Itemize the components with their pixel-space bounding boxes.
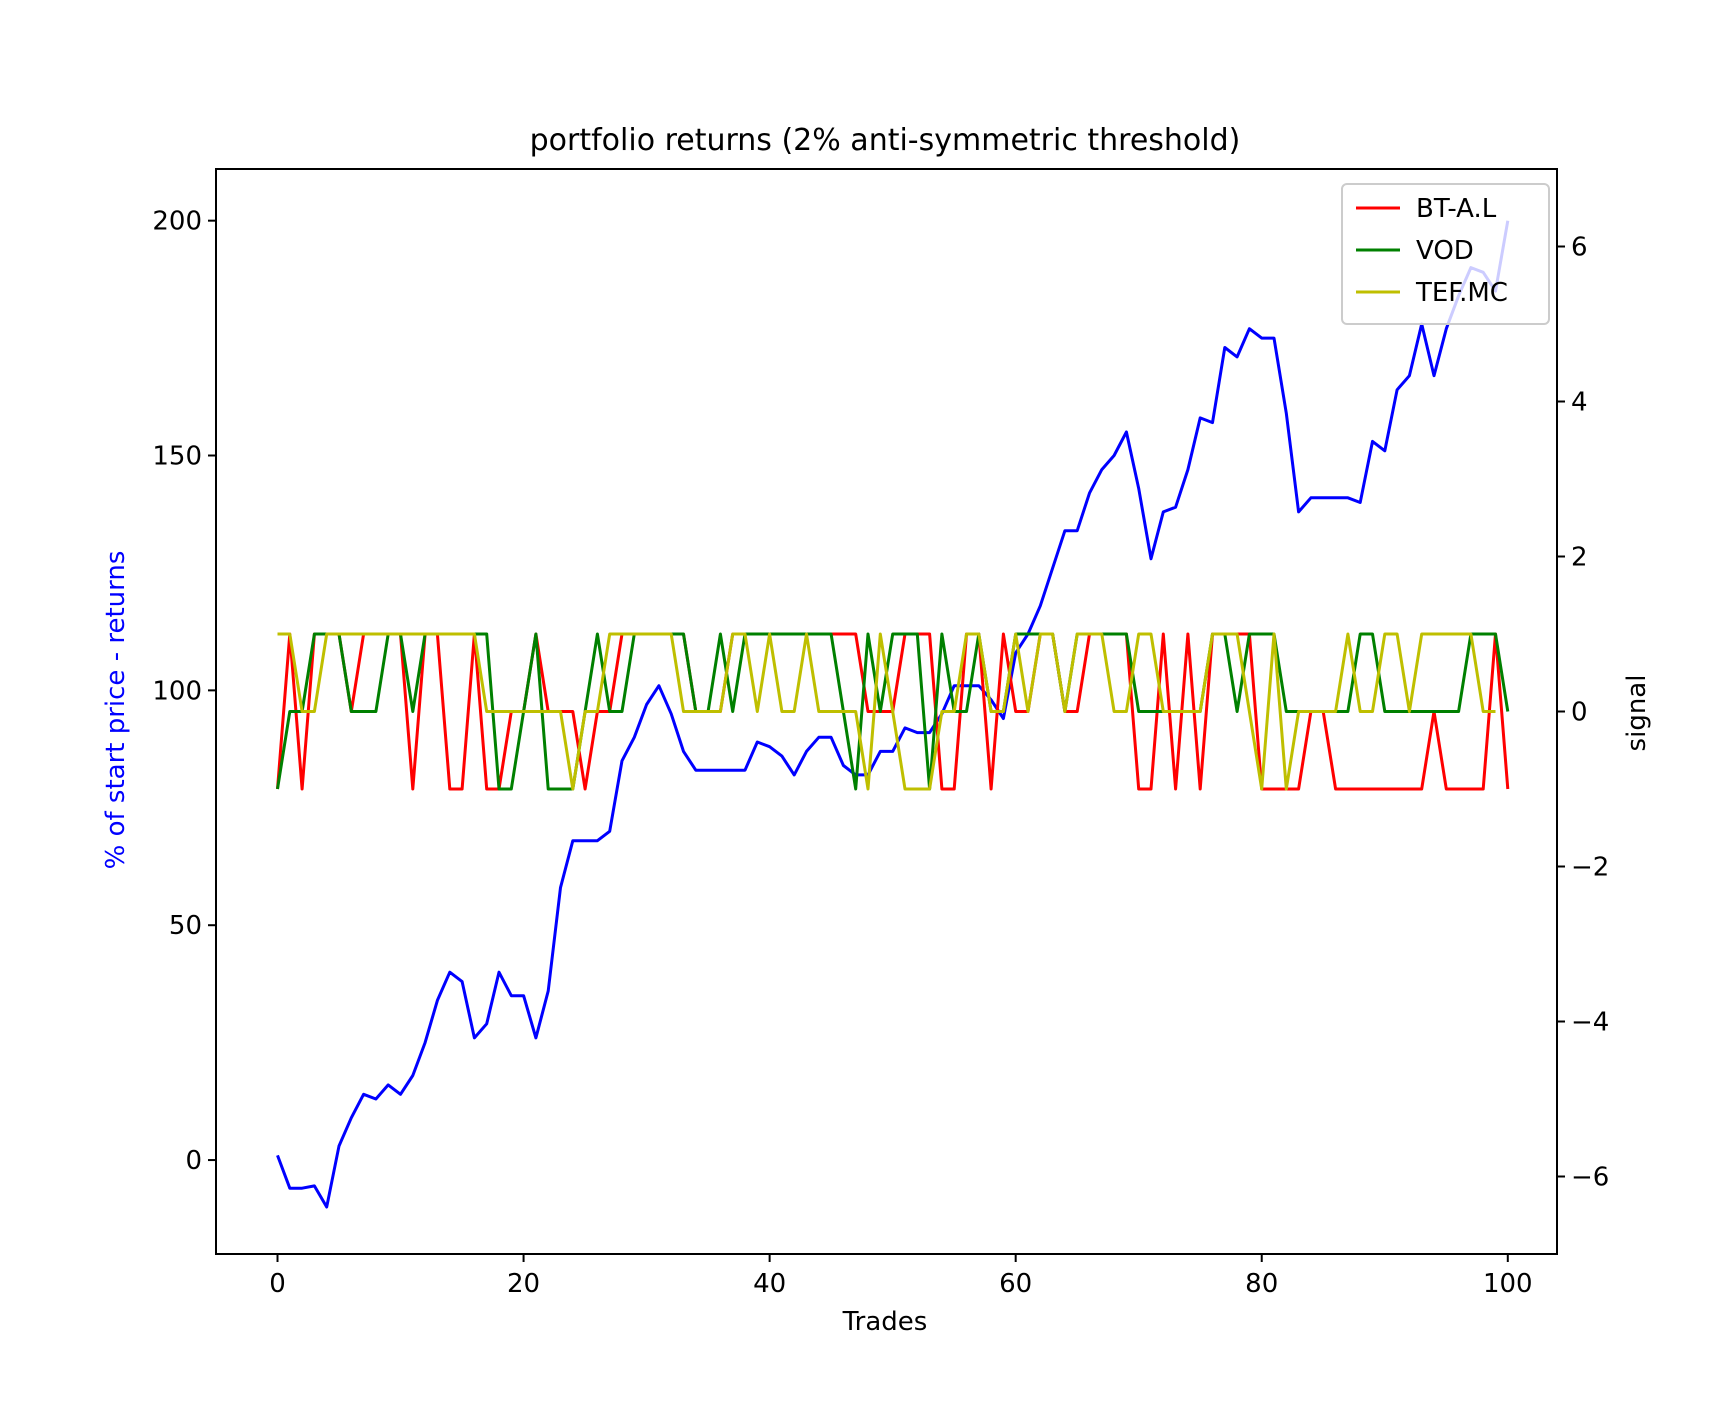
x-tick-label: 0 bbox=[269, 1269, 286, 1299]
y-tick-label-right: 0 bbox=[1571, 698, 1588, 728]
legend-label: TEF.MC bbox=[1415, 278, 1508, 308]
x-tick-label: 80 bbox=[1245, 1269, 1278, 1299]
y-tick-label-left: 100 bbox=[152, 676, 202, 706]
x-axis-label: Trades bbox=[842, 1307, 928, 1337]
returns-line bbox=[276, 220, 1510, 1209]
plot-frame bbox=[215, 168, 1558, 1255]
y-tick-label-right: −4 bbox=[1571, 1008, 1609, 1038]
y-tick-label-right: 2 bbox=[1571, 543, 1588, 573]
x-tick-label: 40 bbox=[753, 1269, 786, 1299]
legend: BT-A.L VOD TEF.MC bbox=[1341, 183, 1550, 325]
legend-box bbox=[1341, 183, 1550, 325]
x-tick-label: 100 bbox=[1483, 1269, 1533, 1299]
legend-label: BT-A.L bbox=[1416, 194, 1497, 224]
y-tick-label-right: −6 bbox=[1571, 1163, 1609, 1193]
x-tick-label: 20 bbox=[507, 1269, 540, 1299]
y-tick-label-right: 4 bbox=[1571, 388, 1588, 418]
y-tick-label-right: −2 bbox=[1571, 853, 1609, 883]
y-tick-label-right: 6 bbox=[1571, 233, 1588, 263]
x-tick-label: 60 bbox=[999, 1269, 1032, 1299]
y-tick-label-left: 50 bbox=[169, 911, 202, 941]
y-tick-label-left: 200 bbox=[152, 207, 202, 237]
plot-lines bbox=[276, 220, 1510, 1209]
y-axis-label-right: signal bbox=[1622, 675, 1652, 752]
y-axis-label-left: % of start price - returns bbox=[101, 551, 131, 870]
legend-label: VOD bbox=[1416, 236, 1474, 266]
chart-title: portfolio returns (2% anti-symmetric thr… bbox=[530, 123, 1241, 158]
y-tick-label-left: 0 bbox=[185, 1146, 202, 1176]
axis-ticks: 0 20 40 60 80 100 0 50 100 150 200 −6 −4 −2 0 2 4 6 bbox=[152, 207, 1609, 1299]
signal-line-tef-mc bbox=[277, 632, 1496, 791]
y-tick-label-left: 150 bbox=[152, 442, 202, 472]
